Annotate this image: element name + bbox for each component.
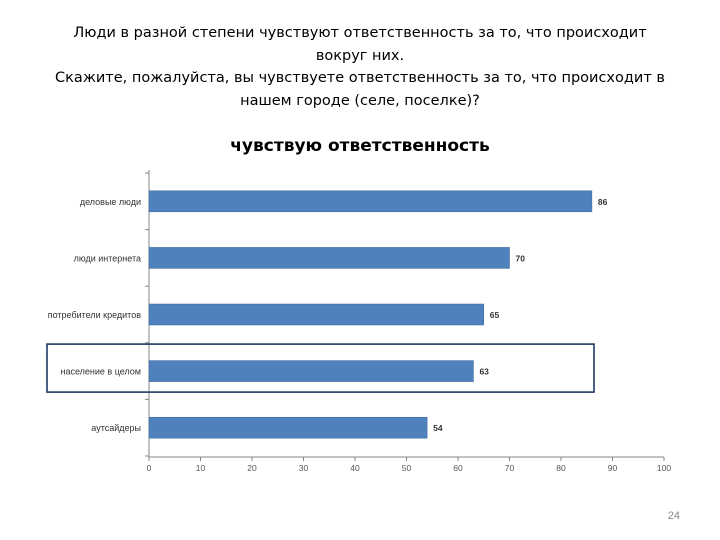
data-label: 70 [516, 253, 526, 263]
category-label: аутсайдеры [91, 423, 141, 433]
category-label: потребители кредитов [48, 310, 141, 320]
highlight-box [46, 343, 595, 393]
bar [148, 190, 593, 213]
x-tick-label: 40 [350, 463, 360, 473]
x-tick-label: 100 [657, 463, 671, 473]
bar [148, 416, 428, 439]
bar [148, 247, 510, 269]
x-tick-label: 60 [453, 463, 463, 473]
x-tick-label: 90 [608, 463, 618, 473]
x-tick-label: 10 [196, 463, 206, 473]
category-label: деловые люди [80, 197, 141, 207]
x-tick-label: 0 [147, 463, 152, 473]
data-label: 63 [479, 367, 489, 377]
category-label: население в целом [60, 367, 141, 377]
heading-line-2: вокруг них. [315, 47, 405, 64]
data-label: 86 [598, 197, 608, 207]
x-tick-label: 50 [402, 463, 412, 473]
x-tick-label: 30 [299, 463, 309, 473]
heading-line-4: нашем городе (селе, поселке)? [240, 92, 480, 109]
category-label: люди интернета [74, 253, 141, 263]
heading-line-1: Люди в разной степени чувствуют ответств… [73, 25, 647, 41]
slide-heading: Люди в разной степени чувствуют ответств… [30, 22, 690, 112]
bar [148, 360, 474, 382]
x-tick-label: 20 [247, 463, 257, 473]
data-label: 65 [490, 310, 500, 320]
bar [148, 303, 484, 326]
chart-title: чувствую ответственность [230, 136, 490, 156]
x-tick-label: 70 [505, 463, 515, 473]
data-label: 54 [433, 423, 443, 433]
heading-line-3: Скажите, пожалуйста, вы чувствуете ответ… [55, 70, 665, 86]
page-number: 24 [667, 510, 680, 522]
x-tick-label: 80 [556, 463, 566, 473]
